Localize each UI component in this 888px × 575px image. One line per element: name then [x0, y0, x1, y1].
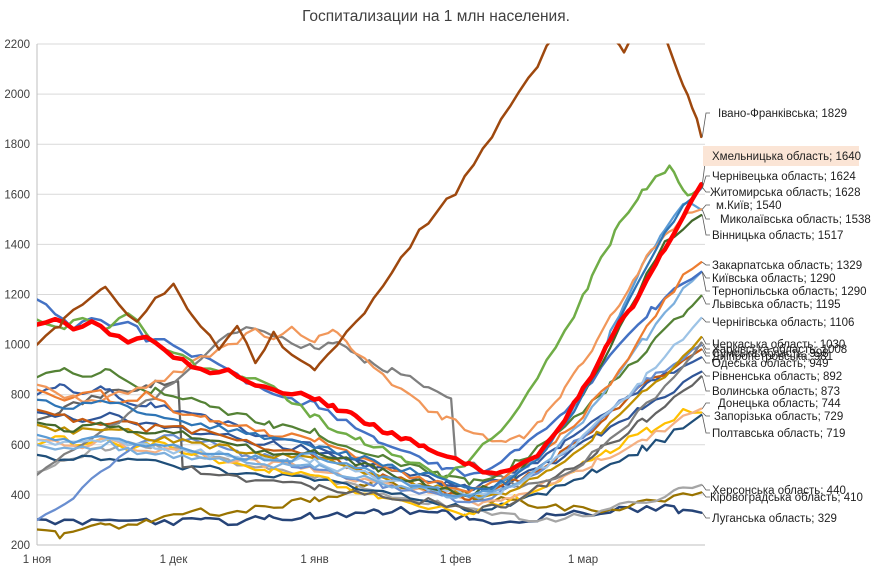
label-leader-line	[702, 261, 710, 266]
y-axis-tick-label: 2000	[4, 89, 30, 101]
series-line-12	[37, 316, 703, 497]
series-callout-label: Івано-Франківська; 1829	[718, 108, 847, 120]
label-leader-line	[701, 512, 710, 519]
y-axis-tick-label: 1200	[4, 290, 30, 302]
series-callout-label: Житомирська область; 1628	[710, 187, 860, 199]
series-callout-label: Луганська область; 329	[712, 513, 837, 525]
y-axis-tick-label: 1800	[4, 139, 30, 151]
label-leader-line	[701, 112, 710, 137]
series-line-19	[37, 375, 703, 514]
series-line-15	[37, 343, 703, 522]
label-leader-line	[701, 295, 710, 305]
y-axis-tick-label: 1600	[4, 189, 30, 201]
x-axis-tick-label: 1 янв	[300, 554, 328, 566]
series-callout-label: Львівська область; 1195	[712, 299, 841, 311]
label-highlight-box	[703, 146, 859, 166]
series-callout-label: Харківська область; 1008	[712, 344, 847, 356]
y-axis-tick-label: 1400	[4, 239, 30, 251]
label-leader-line	[701, 484, 710, 491]
series-callout-label: Херсонська область; 440	[712, 485, 846, 497]
label-leader-line	[701, 402, 710, 409]
label-leader-line	[701, 371, 710, 377]
label-leader-line	[701, 271, 710, 279]
series-callout-label: Сумська область; 998	[712, 348, 829, 360]
label-leader-line	[701, 342, 710, 350]
series-line-20	[37, 407, 703, 507]
series-callout-label: Волинська область; 873	[712, 386, 840, 398]
label-leader-line	[701, 175, 710, 189]
label-leader-line	[701, 204, 710, 210]
x-axis-tick-label: 1 мар	[568, 554, 598, 566]
series-line-1	[37, 43, 703, 372]
label-leader-line	[701, 357, 710, 364]
y-axis-tick-label: 200	[11, 540, 30, 552]
chart-title: Госпитализации на 1 млн населения.	[302, 8, 570, 25]
series-callout-label: Кіровоградська область; 410	[710, 492, 863, 504]
series-callout-label: Київська область; 1290	[712, 273, 835, 285]
series-callout-label: Донецька область; 744	[718, 398, 841, 410]
series-callout-label: Закарпатська область; 1329	[712, 260, 862, 272]
label-leader-line	[701, 336, 710, 345]
series-line-17	[37, 356, 703, 492]
series-line-25	[37, 503, 703, 527]
series-line-22	[37, 413, 703, 514]
label-leader-line	[701, 209, 710, 220]
label-leader-line	[701, 492, 710, 498]
label-leader-line	[702, 412, 710, 417]
y-axis-tick-label: 600	[11, 440, 30, 452]
label-leader-line	[702, 317, 710, 323]
label-leader-line	[701, 376, 710, 392]
x-axis-tick-label: 1 фев	[440, 554, 472, 566]
series-line-9	[37, 270, 703, 478]
series-callout-label: Запорізька область; 729	[714, 411, 843, 423]
x-axis-tick-label: 1 ноя	[23, 554, 52, 566]
series-callout-label: Вінницька область; 1517	[712, 230, 843, 242]
y-axis-tick-label: 800	[11, 390, 30, 402]
label-leader-line	[701, 344, 710, 354]
series-callout-label: Одеська область; 949	[712, 358, 829, 370]
series-line-5	[37, 208, 703, 444]
series-line-8	[37, 261, 703, 494]
series-callout-label: Черкаська область; 1030	[712, 339, 845, 351]
label-leader-line	[701, 349, 710, 357]
y-axis-tick-label: 2200	[4, 39, 30, 51]
series-callout-label: Тернопільська область; 1290	[712, 286, 867, 298]
label-leader-line	[701, 187, 710, 193]
y-axis-tick-label: 400	[11, 490, 30, 502]
x-axis-tick-label: 1 дек	[160, 554, 189, 566]
series-line-2	[37, 182, 704, 476]
series-callout-label: Рівненська область; 892	[712, 371, 842, 383]
label-leader-line	[701, 215, 710, 236]
series-callout-label: Чернівецька область; 1624	[712, 171, 856, 183]
series-group	[37, 43, 704, 540]
series-callout-label: Чернігівська область; 1106	[712, 317, 854, 329]
series-callout-label: Полтавська область; 719	[712, 428, 845, 440]
y-axis-tick-label: 1000	[4, 340, 30, 352]
series-callout-label: Дніпропетровська; 981	[712, 351, 833, 363]
series-line-13	[37, 335, 703, 499]
series-line-10	[37, 270, 703, 500]
label-leader-line	[701, 414, 710, 434]
series-callout-label: м.Київ; 1540	[716, 200, 782, 212]
label-leader-line	[701, 271, 710, 292]
series-callout-label: Хмельницька область; 1640	[712, 151, 861, 163]
series-callout-label: Миколаївська область; 1538	[720, 214, 871, 226]
